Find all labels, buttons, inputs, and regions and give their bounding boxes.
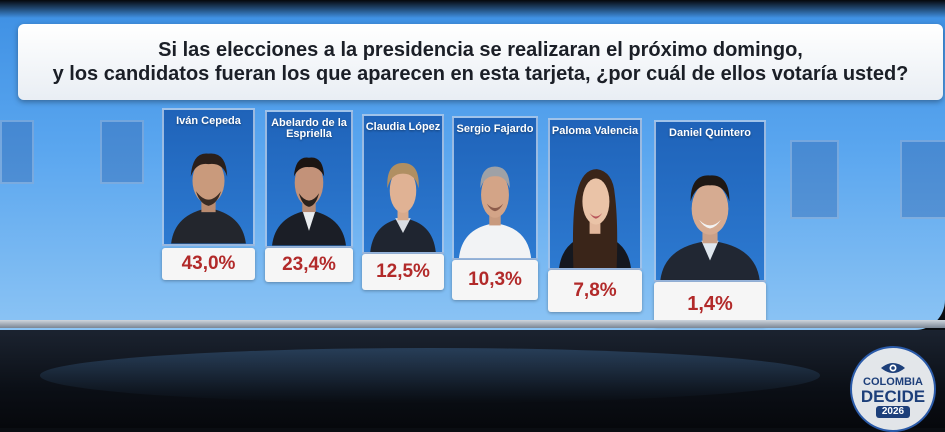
logo-text-colombia: COLOMBIA — [863, 375, 923, 388]
candidate-name: Iván Cepeda — [176, 115, 241, 127]
candidate-portrait-icon — [559, 168, 631, 268]
candidate-card-daniel-quintero: Daniel Quintero 1,4% — [654, 120, 766, 326]
candidate-percentage: 1,4% — [654, 282, 766, 326]
candidate-photo-panel: Daniel Quintero — [654, 120, 766, 282]
candidate-percentage: 23,4% — [265, 248, 353, 282]
logo-text-decide: DECIDE — [860, 386, 926, 406]
candidate-portrait-icon — [370, 162, 436, 252]
candidate-photo-panel: Abelardo de la Espriella — [265, 110, 353, 248]
candidate-card-abelardo-de-la-espriella: Abelardo de la Espriella 23,4% — [265, 110, 353, 282]
candidate-card-ivan-cepeda: Iván Cepeda 43,0% — [162, 108, 255, 280]
background-window — [100, 120, 144, 184]
candidate-portrait-icon — [660, 175, 760, 280]
background-window — [0, 120, 34, 184]
candidate-name: Claudia López — [365, 121, 441, 133]
eye-logo-icon — [881, 362, 905, 373]
candidate-photo-panel: Iván Cepeda — [162, 108, 255, 246]
floor-reflection — [40, 348, 820, 403]
studio-floor — [0, 330, 945, 428]
candidate-name: Paloma Valencia — [551, 125, 639, 137]
question-line-1: Si las elecciones a la presidencia se re… — [158, 39, 803, 61]
colombia-decide-logo: COLOMBIA DECIDE 2026 — [850, 346, 936, 432]
studio-rail — [0, 320, 945, 328]
candidate-photo-panel: Sergio Fajardo — [452, 116, 538, 260]
candidate-percentage: 7,8% — [548, 270, 642, 312]
background-window — [900, 140, 945, 219]
candidate-percentage: 43,0% — [162, 248, 255, 280]
question-banner: Si las elecciones a la presidencia se re… — [18, 24, 943, 100]
candidate-photo-panel: Paloma Valencia — [548, 118, 642, 270]
candidate-name: Sergio Fajardo — [456, 123, 534, 135]
candidate-card-sergio-fajardo: Sergio Fajardo 10,3% — [452, 116, 538, 300]
candidate-portrait-icon — [171, 153, 246, 244]
candidate-portrait-icon — [458, 166, 532, 258]
candidate-card-paloma-valencia: Paloma Valencia 7,8% — [548, 118, 642, 312]
logo-text-year: 2026 — [875, 405, 911, 418]
background-window — [790, 140, 839, 219]
candidate-name: Daniel Quintero — [669, 127, 751, 139]
candidate-cards: Iván Cepeda 43,0% Abelardo de la Espriel… — [162, 108, 766, 326]
candidate-portrait-icon — [272, 158, 346, 246]
candidate-percentage: 12,5% — [362, 254, 444, 290]
candidate-percentage: 10,3% — [452, 260, 538, 300]
question-line-2: y los candidatos fueran los que aparecen… — [52, 63, 909, 85]
candidate-name: Abelardo de la Espriella — [271, 117, 347, 140]
candidate-photo-panel: Claudia López — [362, 114, 444, 254]
candidate-card-claudia-lopez: Claudia López 12,5% — [362, 114, 444, 290]
